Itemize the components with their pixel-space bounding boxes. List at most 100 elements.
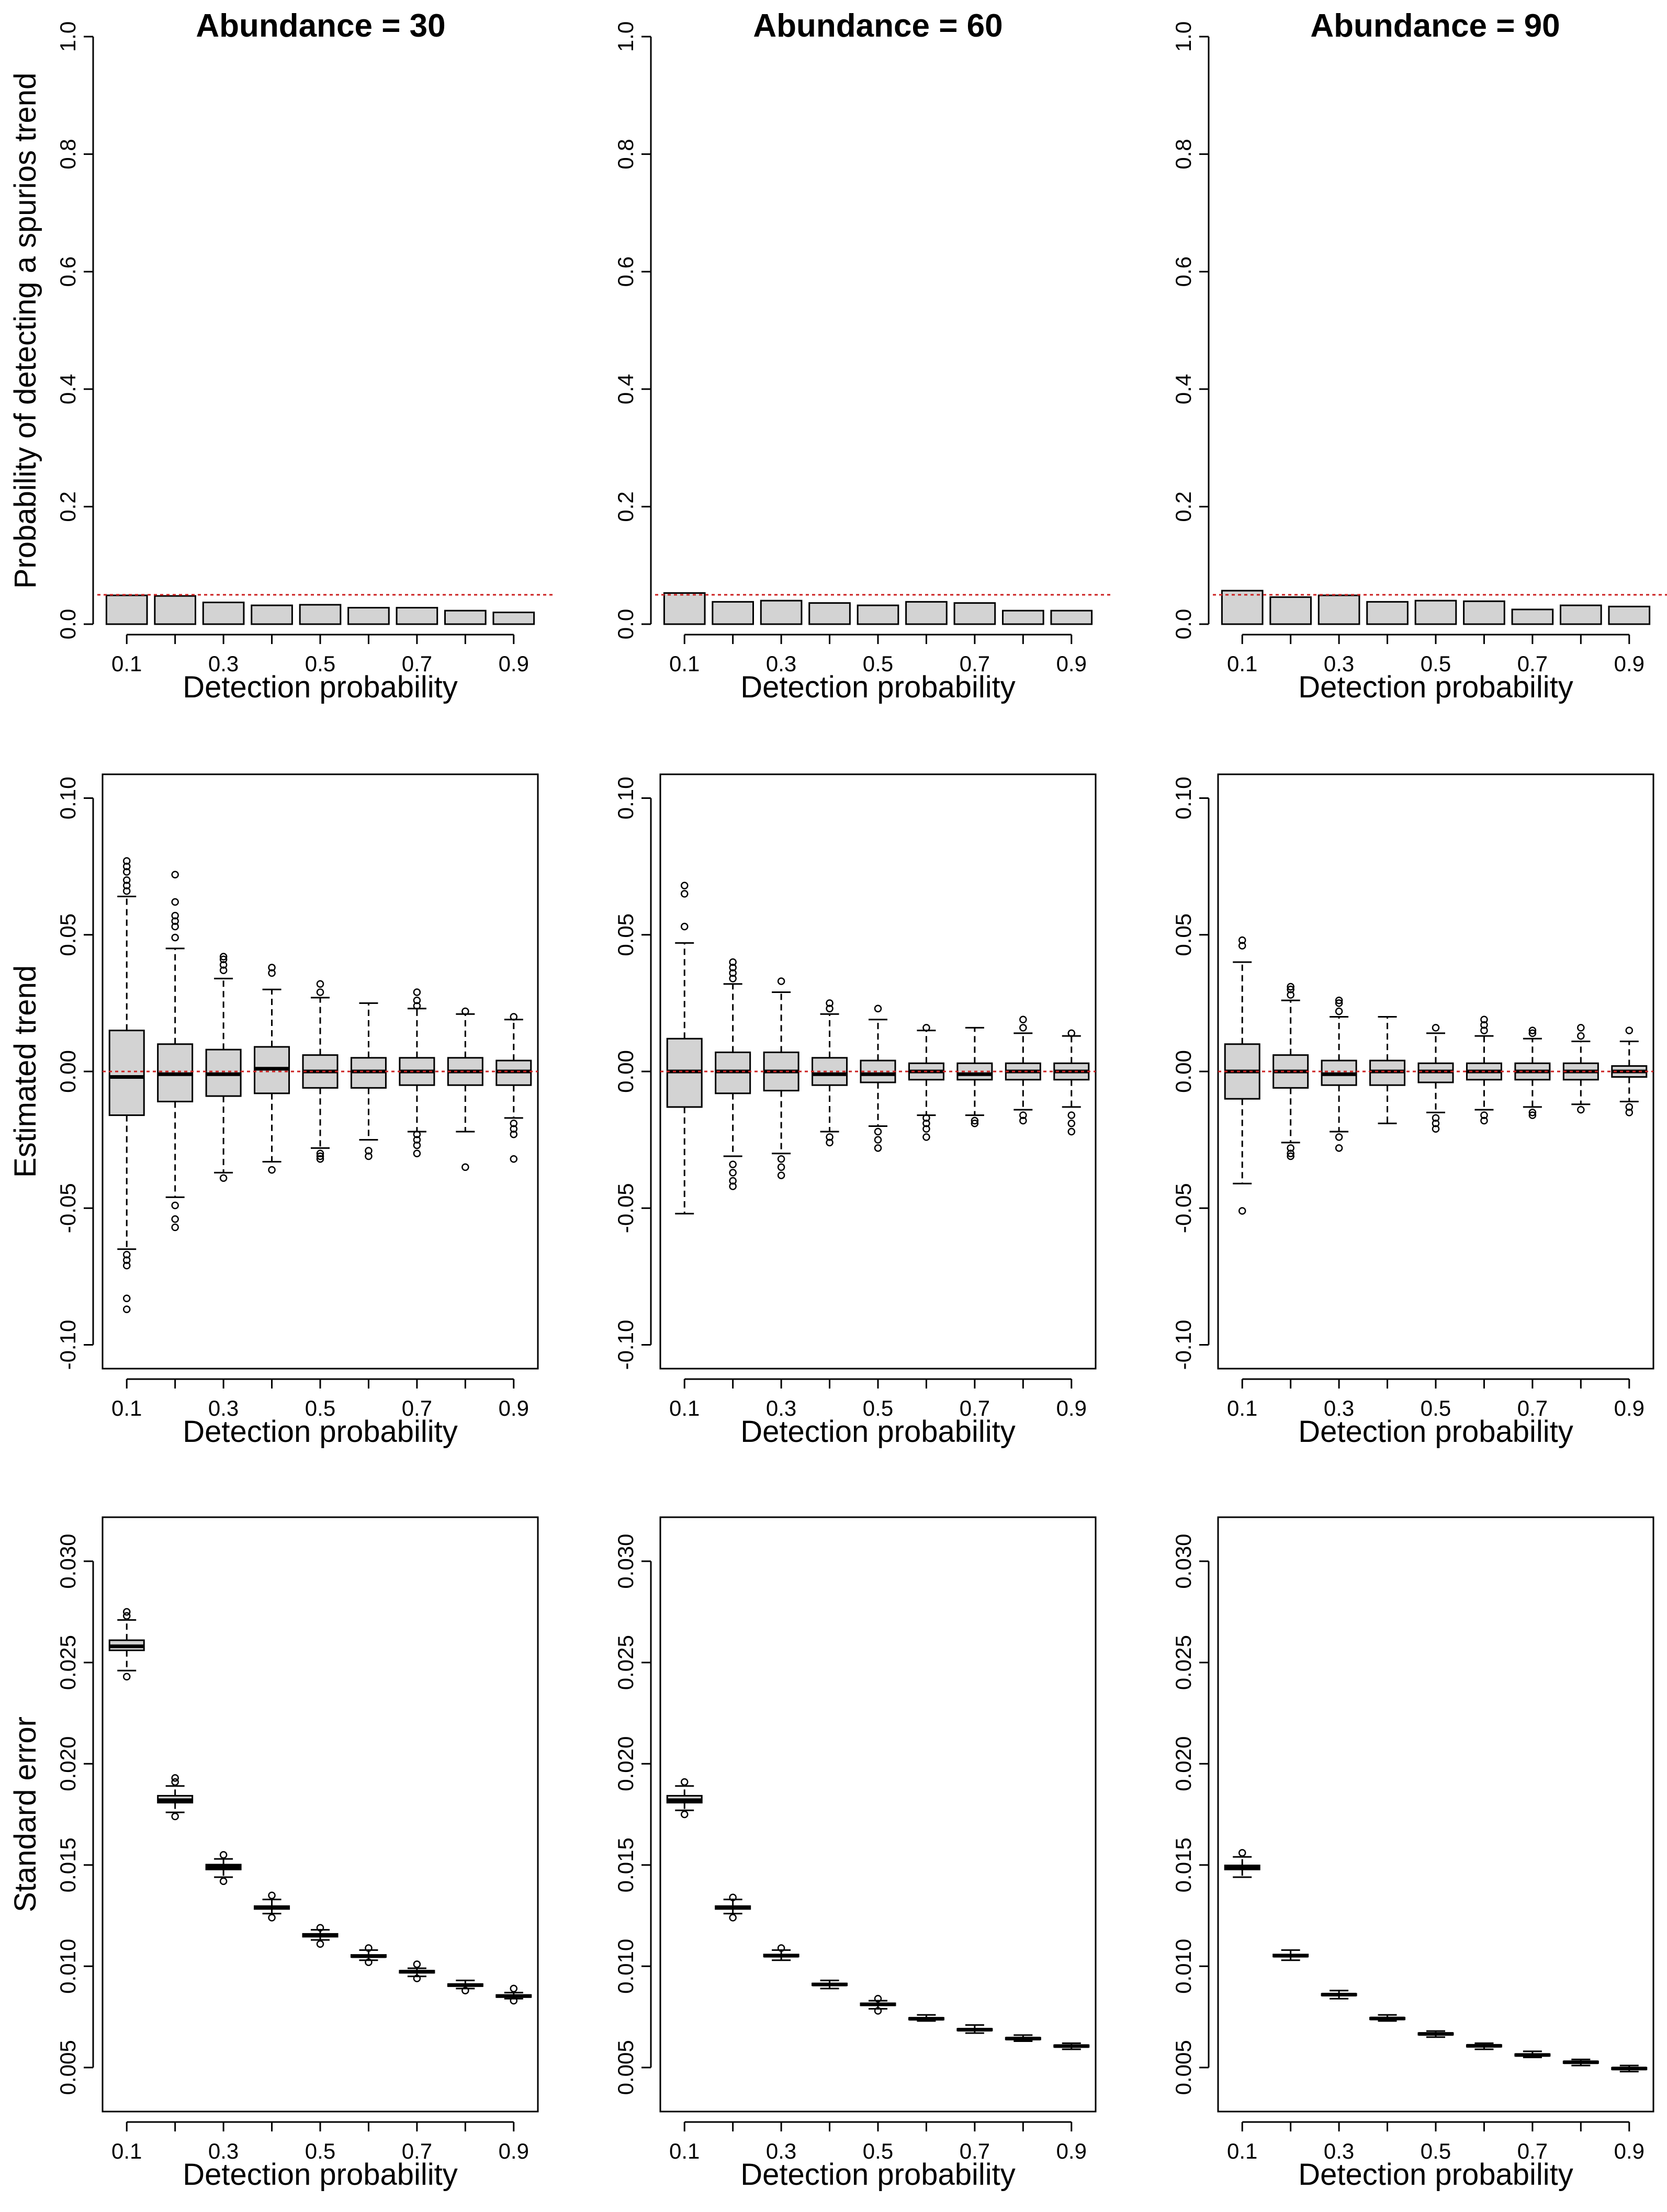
outlier-point (171, 1778, 179, 1786)
panel-r1-c1: -0.10 -0.05 0.00 0.05 0.10 0.1 0.3 0.5 0.7 0.9 Det… (613, 773, 1097, 1449)
outlier-point (461, 1007, 469, 1015)
y-tick-label: 1.0 (613, 21, 638, 52)
outlier-point (510, 1120, 518, 1127)
bar (1608, 605, 1651, 625)
x-tick-label: 0.1 (669, 651, 700, 676)
y-tick-label: 0.005 (1171, 2040, 1196, 2095)
panel-r1-c0: -0.10 -0.05 0.00 0.05 0.10 0.1 0.3 0.5 0.7 0.9 Det… (55, 773, 539, 1449)
outlier-point (122, 868, 131, 876)
x-axis-label: Detection probability (1298, 1415, 1573, 1449)
outlier-point (922, 1133, 930, 1141)
bar (953, 602, 996, 625)
outlier-point (1287, 1152, 1294, 1160)
y-tick-label: 0.010 (55, 1939, 80, 1994)
outlier-point (1432, 1114, 1440, 1122)
outlier-point (729, 1182, 737, 1190)
outlier-point (1335, 1144, 1343, 1152)
y-tick-label: 0.015 (1171, 1837, 1196, 1892)
outlier-point (874, 1136, 882, 1144)
outlier-point (1335, 1133, 1343, 1141)
outlier-point (1019, 1024, 1027, 1032)
y-tick-label: -0.05 (1171, 1183, 1196, 1233)
box-body (812, 1057, 848, 1086)
x-tick-label: 0.3 (1324, 2139, 1354, 2163)
x-tick-label: 0.7 (960, 2139, 990, 2163)
bar (1269, 596, 1312, 625)
outlier-point (413, 1141, 421, 1149)
outlier-point (729, 1160, 737, 1168)
x-tick-label: 0.7 (402, 2139, 432, 2163)
bar (1463, 600, 1505, 625)
plot-frame (659, 1516, 1097, 2113)
y-tick-label: 0.00 (613, 1050, 638, 1093)
outlier-point (413, 1974, 421, 1982)
x-tick-label: 0.5 (305, 651, 335, 676)
box-0.8 (447, 1007, 483, 1171)
box-0.8 (447, 1979, 483, 1995)
outlier-point (413, 1149, 421, 1158)
box-0.4 (1369, 2014, 1406, 2022)
y-tick-label: 0.8 (55, 139, 80, 169)
y-tick-label: 0.010 (1171, 1939, 1196, 1994)
outlier-point (316, 1940, 324, 1948)
box-0.1 (666, 882, 703, 1215)
plot-frame (1217, 1516, 1654, 2113)
outlier-point (171, 917, 179, 925)
box-0.1 (108, 1608, 145, 1681)
outlier-point (826, 1005, 834, 1013)
box-0.7 (1514, 2050, 1551, 2058)
outlier-point (316, 1924, 324, 1932)
outlier-point (1287, 1149, 1294, 1158)
outlier-point (171, 1201, 179, 1210)
box-0.6 (908, 1024, 944, 1141)
outlier-point (122, 876, 131, 884)
outlier-point (922, 1024, 930, 1032)
bar (1317, 594, 1360, 625)
box-0.9 (1611, 2064, 1648, 2073)
outlier-point (922, 1120, 930, 1127)
outlier-point (1480, 1116, 1488, 1125)
x-tick-label: 0.3 (766, 2139, 796, 2163)
x-tick-label: 0.1 (111, 1396, 142, 1420)
outlier-point (971, 1120, 979, 1127)
x-tick-label: 0.1 (669, 2139, 700, 2163)
outlier-point (316, 1149, 324, 1158)
outlier-point (1480, 1021, 1488, 1029)
outlier-point (219, 1174, 228, 1182)
y-tick-label: 0.8 (613, 139, 638, 169)
y-tick-label: 1.0 (55, 21, 80, 52)
outlier-point (1335, 1007, 1343, 1015)
outlier-point (1528, 1109, 1537, 1116)
box-0.1 (1224, 1849, 1260, 1878)
panels: 0.0 0.2 0.4 0.6 0.8 1.0 0.1 0.3 0.5 0.7 0.9 Detecti… (55, 21, 1667, 2192)
outlier-point (1577, 1032, 1585, 1040)
panel-r0-c2: 0.0 0.2 0.4 0.6 0.8 1.0 0.1 0.3 0.5 0.7 0.9 Detecti… (1171, 21, 1667, 704)
outlier-point (1577, 1024, 1585, 1032)
box-0.5 (1417, 1024, 1454, 1133)
box-0.9 (1053, 2042, 1090, 2050)
bar (905, 601, 948, 625)
box-0.8 (1005, 1015, 1041, 1125)
box-0.3 (1321, 996, 1357, 1152)
x-tick-label: 0.7 (1517, 2139, 1548, 2163)
y-tick-label: 0.005 (613, 2040, 638, 2095)
box-0.3 (205, 1851, 242, 1885)
y-tick-label: 0.0 (613, 609, 638, 639)
box-0.1 (1224, 936, 1260, 1215)
y-tick-label: 0.10 (55, 777, 80, 820)
column-titles: Abundance = 30 Abundance = 60 Abundance … (196, 8, 1560, 44)
outlier-point (971, 1116, 979, 1125)
y-tick-label: 0.05 (613, 913, 638, 956)
x-tick-label: 0.9 (1056, 1396, 1087, 1420)
box-0.4 (812, 999, 848, 1147)
outlier-point (219, 1877, 228, 1885)
y-tick-label: 0.6 (55, 256, 80, 287)
box-0.5 (302, 1924, 339, 1948)
x-tick-label: 0.9 (499, 2139, 529, 2163)
panel-r2-c2: 0.005 0.010 0.015 0.020 0.025 0.030 0.1 0.3 0.5 0… (1171, 1516, 1654, 2192)
outlier-point (171, 933, 179, 942)
outlier-point (268, 1166, 276, 1174)
x-axis-label: Detection probability (740, 2158, 1016, 2192)
outlier-point (777, 1163, 785, 1171)
panel-r2-c0: 0.005 0.010 0.015 0.020 0.025 0.030 0.1 0.3 0.5 0… (55, 1516, 539, 2192)
